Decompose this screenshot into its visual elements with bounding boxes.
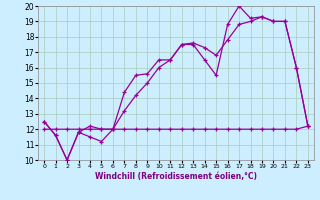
X-axis label: Windchill (Refroidissement éolien,°C): Windchill (Refroidissement éolien,°C) bbox=[95, 172, 257, 181]
